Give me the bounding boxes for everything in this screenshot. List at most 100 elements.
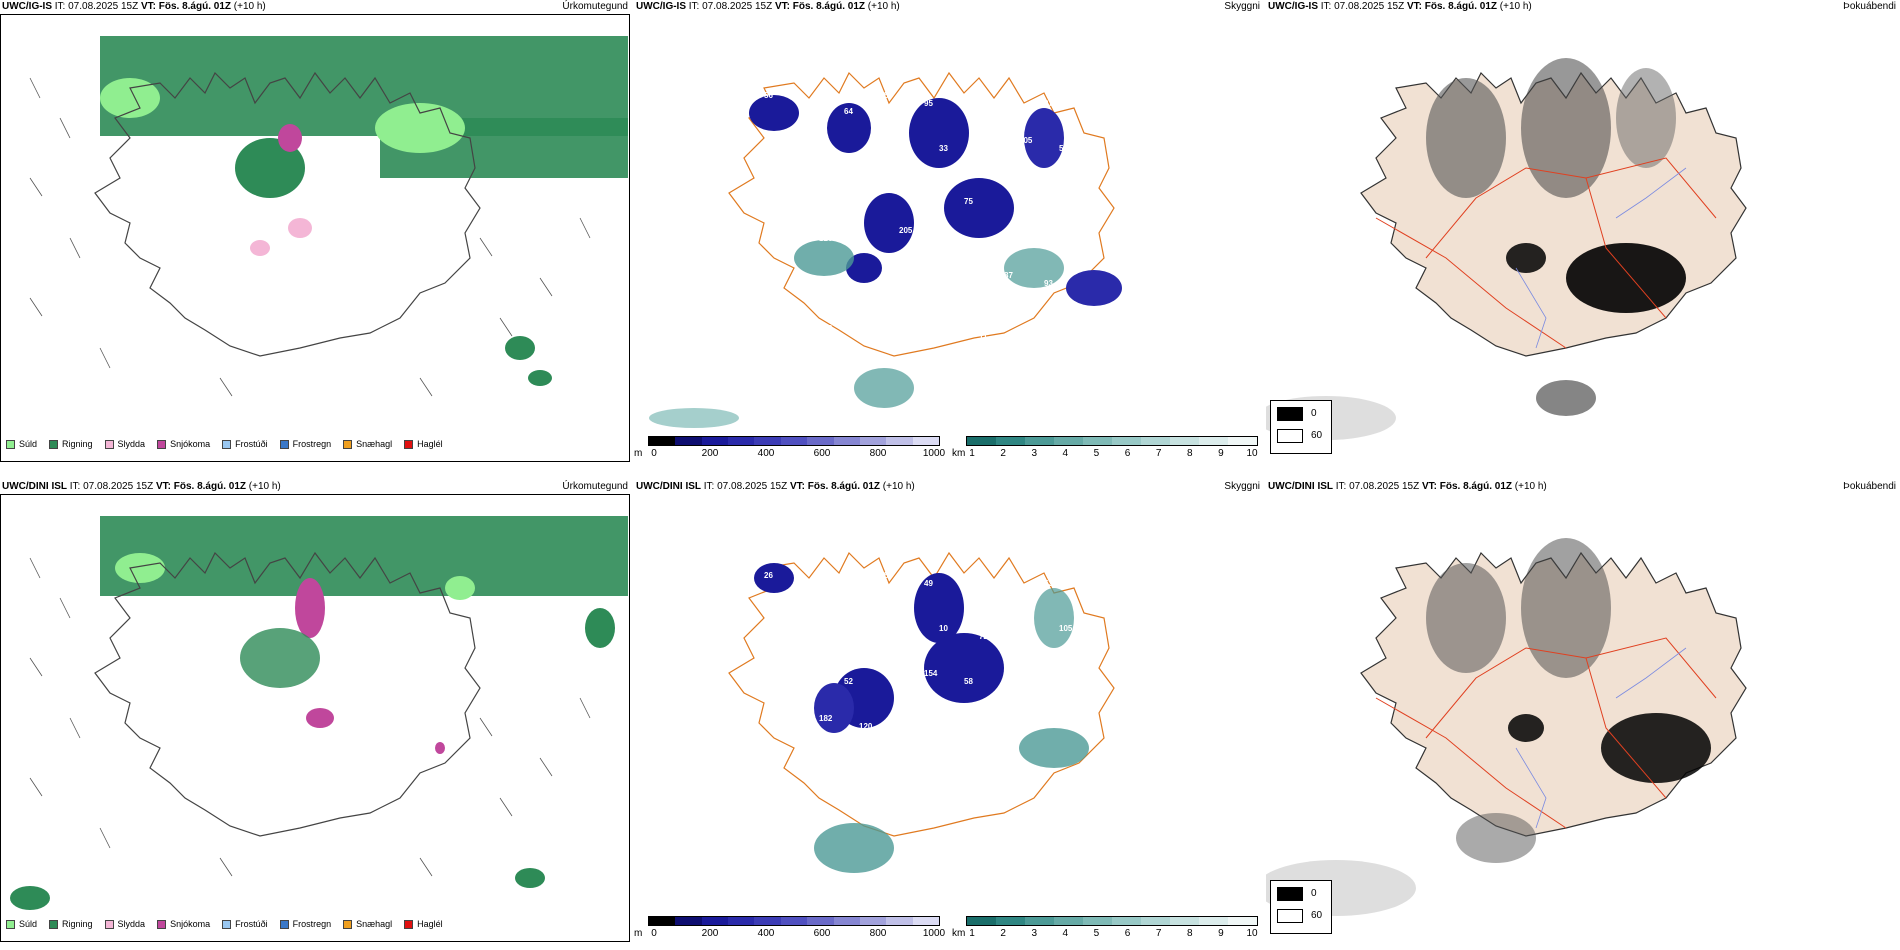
colorbar-swatch	[754, 917, 781, 925]
fog-legend-swatch-1	[1277, 909, 1303, 923]
precip-legend-swatch	[6, 919, 15, 929]
cloud-base-value: 64	[844, 107, 853, 116]
cloud-base-value: 269	[1044, 189, 1058, 198]
fog-map	[1266, 58, 1747, 440]
cloud-base-value: 96	[899, 316, 908, 325]
cloud-base-value: 52	[1004, 661, 1013, 670]
visibility-colorbar-tick: 1	[969, 928, 975, 939]
cloud-base-value: 53	[884, 181, 893, 190]
cloud-base-value: 31	[899, 616, 908, 625]
precip-legend-swatch	[157, 919, 167, 929]
precip-legend-item: Snæhagl	[343, 918, 392, 930]
precip-legend-item: Haglél	[404, 438, 443, 450]
precip-legend-swatch	[279, 919, 289, 929]
cloud-base-value: 198	[924, 279, 938, 288]
cloud-base-value: 93	[1044, 279, 1053, 288]
precip-legend-label: Slydda	[117, 919, 146, 929]
cloud-base-value: 87	[1004, 271, 1013, 280]
valid-time: Fös. 8.ágú. 01Z	[173, 481, 246, 492]
precip-legend-label: Slydda	[117, 439, 146, 449]
visibility-colorbar-tick: 2	[1000, 448, 1006, 459]
run-time: IT: 07.08.2025 15Z	[1320, 1, 1405, 12]
valid-time: Fös. 8.ágú. 01Z	[1424, 1, 1497, 12]
precip-legend-swatch	[404, 439, 414, 449]
visibility-colorbar-tick: 9	[1218, 448, 1224, 459]
model-name: UWC/DINI ISL	[1268, 481, 1333, 492]
cloud-base-value: 935	[979, 722, 993, 731]
cloud-base-value: 154	[924, 669, 938, 678]
cloud-base-value: 52	[1004, 571, 1013, 580]
cloud-base-value: 73	[779, 616, 788, 625]
panel-header: UWC/IG-IS IT: 07.08.2025 15Z VT: Fös. 8.…	[636, 0, 900, 14]
colorbar-swatch	[675, 917, 702, 925]
cloud-base-value: 57	[844, 587, 853, 596]
map-frame	[0, 14, 630, 462]
cloud-base-value: 72	[979, 632, 988, 641]
colorbar-swatch	[967, 437, 996, 445]
colorbar-swatch	[833, 917, 860, 925]
cloud-base-value: 50	[764, 661, 773, 670]
colorbar-swatch	[1170, 917, 1199, 925]
valid-label: VT:	[774, 1, 790, 12]
colorbar-swatch	[807, 917, 834, 925]
colorbar-swatch	[1112, 437, 1141, 445]
colorbar-swatch	[886, 437, 913, 445]
precip-legend-item: Súld	[6, 438, 37, 450]
valid-label: VT:	[1421, 481, 1437, 492]
precip-legend-label: Frostregn	[292, 439, 332, 449]
model-name: UWC/IG-IS	[2, 1, 52, 12]
cloud-base-value: 66	[764, 271, 773, 280]
colorbar-swatch	[912, 437, 939, 445]
precip-legend-item: Rigning	[49, 438, 93, 450]
fog-legend-swatch-0	[1277, 407, 1303, 421]
precip-legend-swatch	[104, 919, 114, 929]
colorbar-swatch	[833, 437, 860, 445]
cloud-colorbar-swatches	[648, 916, 940, 926]
colorbar-swatch	[1054, 437, 1083, 445]
precip-legend-item: Slydda	[104, 918, 146, 930]
cloud-base-value: 49	[924, 579, 933, 588]
cloud-map: 56 67 64 57 95 59 42 37 44 61 60 01 33 19 105 51 11 57 47 5…	[649, 72, 1122, 428]
cloud-base-value: 53	[1044, 579, 1053, 588]
cloud-base-value: 105	[1019, 136, 1033, 145]
cloud-colorbar-unit: m	[634, 928, 643, 939]
colorbar-swatch	[1083, 437, 1112, 445]
cloud-base-value: 86	[899, 706, 908, 715]
colorbar-swatch	[1141, 917, 1170, 925]
precip-legend-label: Frostúði	[235, 919, 268, 929]
colorbar-swatch	[728, 917, 755, 925]
road-network	[1375, 637, 1717, 829]
cloud-base-value: 56	[764, 91, 773, 100]
precip-legend-label: Snjókoma	[170, 919, 211, 929]
precip-legend-item: Súld	[6, 918, 37, 930]
precip-map	[29, 36, 628, 397]
precip-legend: Súld Rigning Slydda Snjókoma Frostúði Frostre…	[6, 438, 443, 450]
fog-legend-label-1: 60	[1311, 430, 1323, 441]
cloud-base-value: 126	[819, 234, 833, 243]
visibility-colorbar-swatches	[966, 916, 1258, 926]
precip-type-panel: UWC/IG-IS IT: 07.08.2025 15Z VT: Fös. 8.…	[0, 0, 632, 470]
cloud-base-value: 04	[804, 759, 813, 768]
cloud-base-value: 44	[779, 136, 788, 145]
run-time: IT: 07.08.2025 15Z	[69, 481, 154, 492]
fog-legend-swatch-0	[1277, 887, 1303, 901]
cloud-base-value: 33	[819, 624, 828, 633]
cloud-base-value: 69	[924, 189, 933, 198]
cloud-base-value: 63	[859, 632, 868, 641]
colorbar-swatch	[967, 917, 996, 925]
precip-legend-label: Haglél	[417, 439, 443, 449]
cloud-base-value: 148	[819, 324, 833, 333]
fog-legend-label-0: 0	[1311, 408, 1317, 419]
colorbar-swatch	[807, 437, 834, 445]
cloud-colorbar-tick: 800	[869, 928, 887, 939]
colorbar-swatch	[1025, 437, 1054, 445]
precip-legend-swatch	[104, 439, 114, 449]
cloud-base-value: 01	[899, 136, 908, 145]
fog-legend-label-1: 60	[1311, 910, 1323, 921]
precip-legend-item: Rigning	[49, 918, 93, 930]
cloud-base-value: 11	[979, 332, 988, 341]
valid-label: VT:	[155, 481, 171, 492]
precip-legend-item: Snæhagl	[343, 438, 392, 450]
cloud-base-value: 24	[1059, 714, 1068, 723]
lead-time: (+10 h)	[867, 1, 900, 12]
